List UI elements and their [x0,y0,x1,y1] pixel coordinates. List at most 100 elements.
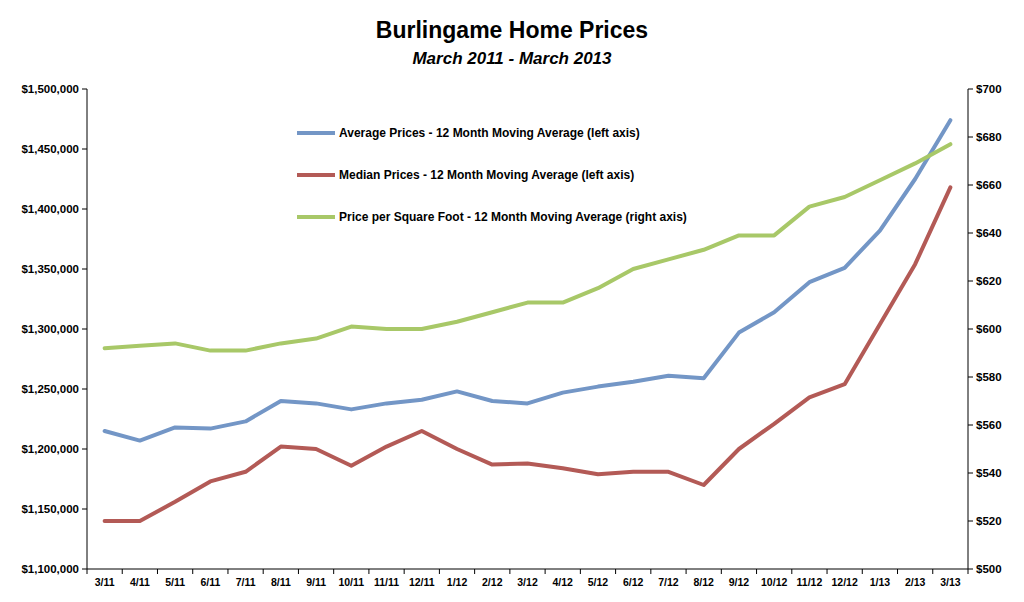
x-tick-label: 6/11 [200,576,220,588]
y2-tick [968,377,973,378]
y2-tick-label: $540 [976,467,1002,479]
y-tick [82,209,87,210]
x-tick [897,569,898,574]
y-tick-label: $1,300,000 [21,323,79,335]
x-tick [509,569,510,574]
x-tick-label: 4/12 [553,576,574,588]
y2-tick [968,89,973,90]
x-tick [122,569,123,574]
x-tick [827,569,828,574]
chart: Burlingame Home Prices March 2011 - March… [0,0,1024,602]
y2-tick [968,185,973,186]
x-tick-label: 2/12 [482,576,503,588]
x-tick [862,569,863,574]
x-axis-line [87,569,968,570]
y-tick-label: $1,250,000 [21,383,79,395]
x-tick-label: 8/11 [271,576,291,588]
y2-tick [968,473,973,474]
x-tick-label: 7/12 [658,576,679,588]
x-tick-label: 1/12 [447,576,468,588]
y2-tick [968,329,973,330]
x-tick-label: 12/11 [409,576,435,588]
y2-tick [968,281,973,282]
y2-tick-label: $500 [976,563,1002,575]
x-tick [474,569,475,574]
subtitle: March 2011 - March 2013 [412,49,612,68]
y2-tick-label: $680 [976,131,1002,143]
y-tick-label: $1,500,000 [21,83,79,95]
x-tick-label: 1/13 [870,576,891,588]
x-tick [439,569,440,574]
x-tick-label: 3/12 [517,576,538,588]
y2-tick [968,137,973,138]
x-tick [87,569,88,574]
y-tick-label: $1,200,000 [21,443,79,455]
x-tick-label: 2/13 [905,576,926,588]
x-tick [333,569,334,574]
x-tick-label: 10/11 [338,576,364,588]
x-tick-label: 11/12 [797,576,823,588]
x-tick [192,569,193,574]
y-tick [82,89,87,90]
x-tick-label: 6/12 [623,576,644,588]
legend-swatch [297,131,335,135]
y2-tick-label: $660 [976,179,1002,191]
legend-swatch [297,173,335,177]
y2-tick [968,233,973,234]
y2-tick-label: $620 [976,275,1002,287]
plot-area [105,120,951,521]
y-tick-label: $1,150,000 [21,503,79,515]
y-tick [82,509,87,510]
x-tick-label: 3/11 [95,576,115,588]
series-line [105,187,951,521]
y-tick-label: $1,400,000 [21,203,79,215]
y2-tick-label: $600 [976,323,1002,335]
y-tick-label: $1,450,000 [21,143,79,155]
x-tick-label: 9/12 [729,576,750,588]
x-tick [298,569,299,574]
y2-tick-label: $640 [976,227,1002,239]
x-tick [686,569,687,574]
y2-tick [968,521,973,522]
x-tick [545,569,546,574]
legend-label: Price per Square Foot - 12 Month Moving … [339,210,687,224]
x-tick-label: 12/12 [832,576,858,588]
y-tick [82,569,87,570]
x-tick-label: 5/11 [165,576,185,588]
x-tick [721,569,722,574]
series-line [105,144,951,350]
title: Burlingame Home Prices [376,17,648,43]
x-tick-label: 10/12 [761,576,787,588]
x-tick [580,569,581,574]
x-tick-label: 7/11 [236,576,256,588]
y-tick [82,389,87,390]
y2-tick [968,425,973,426]
y2-tick-label: $580 [976,371,1002,383]
x-tick-label: 3/13 [940,576,961,588]
y-tick [82,269,87,270]
x-tick [932,569,933,574]
x-tick [968,569,969,574]
legend-swatch [297,215,335,219]
y2-tick [968,569,973,570]
y-tick-label: $1,100,000 [21,563,79,575]
x-tick [157,569,158,574]
x-tick [615,569,616,574]
y2-tick-label: $520 [976,515,1002,527]
y-tick-label: $1,350,000 [21,263,79,275]
y-tick [82,449,87,450]
x-tick-label: 4/11 [130,576,150,588]
x-tick [368,569,369,574]
y-tick [82,149,87,150]
x-tick [404,569,405,574]
legend: Average Prices - 12 Month Moving Average… [297,126,687,224]
x-tick-label: 11/11 [374,576,399,588]
x-tick [650,569,651,574]
x-tick-label: 8/12 [693,576,714,588]
y-tick [82,329,87,330]
y2-tick-label: $560 [976,419,1002,431]
x-tick [791,569,792,574]
x-tick-label: 9/11 [306,576,326,588]
x-tick [263,569,264,574]
x-tick [227,569,228,574]
